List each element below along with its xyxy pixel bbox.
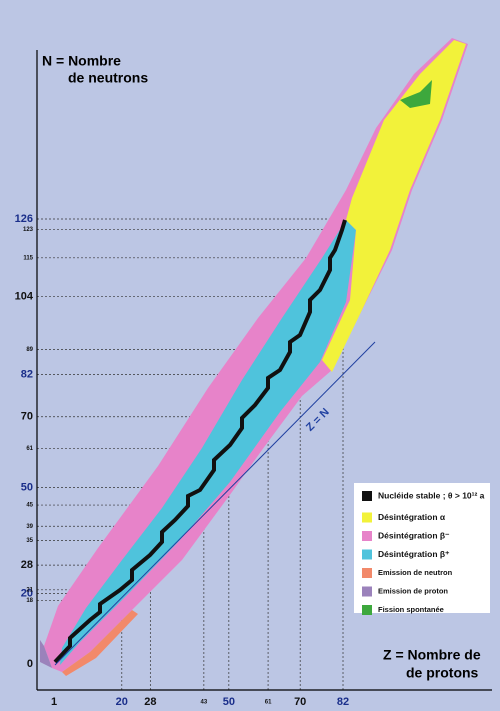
- fission-region: [400, 80, 432, 108]
- legend-swatch: [362, 586, 372, 597]
- x-title: Z = Nombre de: [383, 647, 481, 663]
- z-equals-n-line: [54, 341, 376, 666]
- z-tick-label: 82: [337, 696, 349, 708]
- n-tick-label: 126: [15, 213, 33, 225]
- n-tick-label: 82: [21, 368, 33, 380]
- x-title: de protons: [406, 665, 479, 681]
- n-tick-label: 50: [21, 481, 33, 493]
- n-tick-label: 61: [26, 446, 33, 452]
- n-tick-label: 39: [26, 524, 33, 530]
- n-tick-label: 20: [21, 587, 33, 599]
- legend-swatch: [362, 549, 372, 560]
- legend-swatch: [362, 568, 372, 578]
- z-tick-label: 28: [144, 696, 156, 708]
- n-tick-label: 35: [26, 538, 33, 544]
- n-tick-label: 18: [26, 598, 33, 604]
- beta-plus-region: [60, 220, 356, 665]
- n-tick-label: 70: [21, 411, 33, 423]
- y-title: de neutrons: [68, 70, 148, 86]
- z-tick-label: 50: [223, 696, 235, 708]
- n-tick-label: 45: [26, 503, 33, 509]
- alpha-region: [322, 40, 466, 372]
- z-tick-label: 61: [265, 700, 272, 706]
- legend-label: Désintégration β⁻: [378, 530, 450, 540]
- legend-swatch: [362, 491, 372, 501]
- n-tick-label: 21: [26, 587, 33, 593]
- legend-swatch: [362, 531, 372, 541]
- legend-swatch: [362, 605, 372, 615]
- n-tick-label: 123: [23, 227, 34, 233]
- legend: Nucléide stable ; θ > 10¹² a Désintégrati…: [362, 490, 485, 615]
- n-tick-label: 89: [26, 347, 33, 353]
- y-title: N = Nombre: [42, 53, 121, 69]
- legend-swatch: [362, 512, 372, 523]
- legend-box: [354, 483, 490, 613]
- n-tick-label: 115: [23, 255, 33, 261]
- z-tick-label: 43: [201, 700, 208, 706]
- legend-label: Fission spontanée: [378, 605, 444, 614]
- legend-label: Nucléide stable ; θ > 10¹² a: [378, 490, 485, 500]
- stability-line: [53, 219, 347, 664]
- n-tick-label: 0: [27, 658, 33, 670]
- z-tick-label: 20: [116, 696, 128, 708]
- z-tick-label: 70: [294, 696, 306, 708]
- legend-label: Désintégration α: [378, 512, 446, 522]
- proton-emission-region: [40, 640, 52, 668]
- z-tick-label: 1: [51, 696, 57, 708]
- neutron-emission-region: [62, 610, 138, 676]
- legend-label: Désintégration β⁺: [378, 549, 450, 559]
- n-tick-label: 28: [21, 559, 33, 571]
- legend-label: Emission de neutron: [378, 568, 453, 577]
- legend-label: Emission de proton: [378, 586, 448, 595]
- n-tick-label: 104: [15, 291, 34, 303]
